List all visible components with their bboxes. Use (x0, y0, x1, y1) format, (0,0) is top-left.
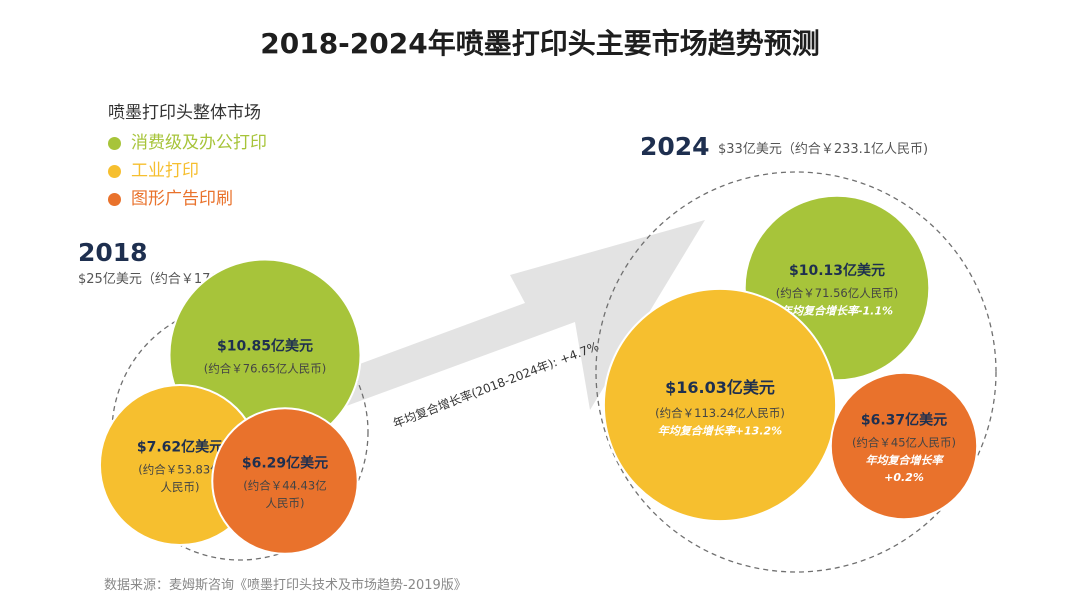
legend-dot-industrial (108, 164, 121, 178)
legend-title: 喷墨打印头整体市场 (108, 103, 261, 123)
legend-label-consumer: 消费级及办公打印 (131, 133, 267, 153)
bubble-label-2018-1-2: 人民币) (161, 480, 200, 494)
bubble-2024-2 (829, 371, 979, 521)
bubble-label-2024-1-1: (约合￥113.24亿人民币) (655, 406, 785, 420)
legend-item-industrial: 工业打印 (108, 157, 267, 185)
bubble-label-2024-0-0: $10.13亿美元 (789, 262, 885, 279)
bubble-2018-2 (211, 407, 359, 555)
legend-dot-graphic (108, 192, 121, 206)
bubble-2024-1 (602, 287, 838, 523)
bubble-label-2018-2-0: $6.29亿美元 (242, 455, 328, 472)
bubble-label-2018-2-1: (约合￥44.43亿 (243, 479, 326, 493)
year-2024: 2024 (640, 132, 710, 161)
legend-label-industrial: 工业打印 (131, 161, 199, 181)
bubble-label-2024-0-2: 年均复合增长率-1.1% (781, 304, 893, 317)
bubble-label-2018-0-1: (约合￥76.65亿人民币) (204, 361, 326, 375)
bubble-label-2024-1-2: 年均复合增长率+13.2% (658, 424, 782, 437)
legend-label-graphic: 图形广告印刷 (131, 189, 233, 209)
legend-item-graphic: 图形广告印刷 (108, 185, 267, 213)
legend-item-consumer: 消费级及办公打印 (108, 129, 267, 157)
source-note: 数据来源：麦姆斯咨询《喷墨打印头技术及市场趋势-2019版》 (104, 578, 467, 593)
bubble-label-2018-0-0: $10.85亿美元 (217, 337, 313, 354)
ring-2018 (111, 303, 369, 561)
bubble-label-2024-1-0: $16.03亿美元 (665, 378, 775, 397)
year-2018: 2018 (78, 238, 148, 267)
bubble-label-2018-1-0: $7.62亿美元 (137, 439, 223, 456)
bubble-label-2018-1-1: (约合￥53.83亿 (138, 463, 221, 477)
ring-2024 (595, 171, 997, 573)
legend: 喷墨打印头整体市场 消费级及办公打印 工业打印 图形广告印刷 (108, 98, 267, 213)
bubble-label-2024-2-2: 年均复合增长率 (866, 454, 945, 467)
chart-title: 2018-2024年喷墨打印头主要市场趋势预测 (260, 27, 820, 60)
bubble-label-2024-2-3: +0.2% (884, 471, 924, 484)
bubble-label-2024-2-1: (约合￥45亿人民币) (852, 435, 956, 449)
bubble-label-2018-2-2: 人民币) (266, 496, 305, 510)
legend-dot-consumer (108, 136, 121, 150)
bubble-label-2024-2-0: $6.37亿美元 (861, 411, 947, 428)
total-2024: $33亿美元（约合￥233.1亿人民币) (718, 142, 929, 157)
bubble-label-2024-0-1: (约合￥71.56亿人民币) (776, 286, 898, 300)
